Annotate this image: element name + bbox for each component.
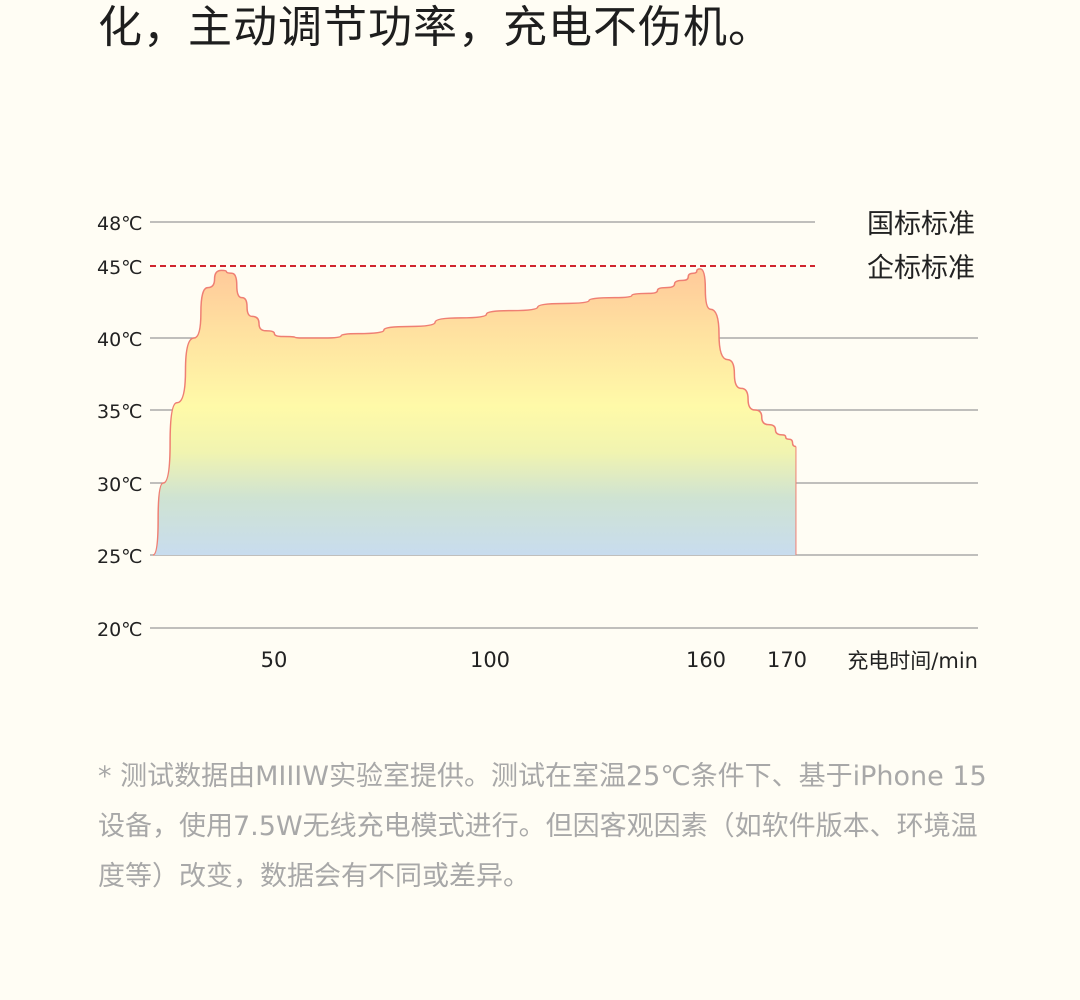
y-tick-label: 45℃: [97, 257, 143, 279]
y-tick-label: 35℃: [97, 401, 143, 423]
temperature-curve: [152, 268, 797, 556]
temperature-area: [153, 268, 796, 555]
x-tick-label: 160: [686, 648, 726, 672]
y-tick-label: 30℃: [97, 474, 143, 496]
footnote: * 测试数据由MIIIW实验室提供。测试在室温25℃条件下、基于iPhone 1…: [98, 761, 987, 892]
y-tick-label: 40℃: [97, 329, 143, 351]
x-tick-label: 50: [261, 648, 288, 672]
y-tick-label: 20℃: [97, 619, 143, 641]
reference-label: 企标标准: [867, 253, 975, 284]
x-tick-label: 170: [767, 648, 807, 672]
y-tick-label: 48℃: [97, 213, 143, 235]
x-tick-label: 100: [470, 648, 510, 672]
x-axis-label: 充电时间/min: [847, 649, 978, 673]
headline: 化，主动调节功率，充电不伤机。: [98, 2, 773, 53]
y-tick-label: 25℃: [97, 546, 143, 568]
reference-label: 国标标准: [867, 209, 975, 240]
